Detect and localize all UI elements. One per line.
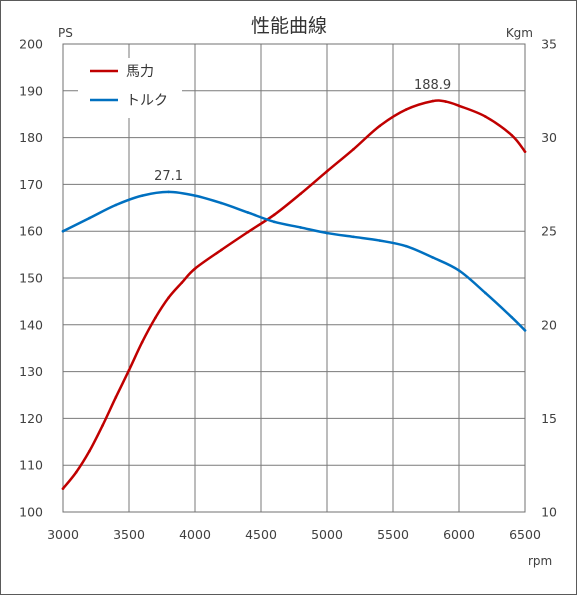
x-tick-label: 6000 [443,527,475,542]
left-tick-label: 180 [19,130,43,145]
left-tick-label: 150 [19,271,43,286]
x-tick-label: 5000 [311,527,343,542]
data-point [457,269,461,272]
left-axis-unit: PS [58,26,73,40]
data-point [220,201,223,205]
legend-background [78,58,182,118]
left-tick-label: 170 [19,177,43,192]
data-point [484,291,487,295]
left-tick-label: 130 [19,364,43,379]
data-point [404,108,408,111]
data-point [101,424,104,427]
data-point [246,211,250,214]
legend-label-torque: トルク [126,93,168,109]
power-curve [61,99,527,490]
data-point [325,231,329,235]
data-point [352,235,355,239]
x-axis-unit: rpm [528,554,552,568]
data-point [114,203,118,207]
data-point [378,239,382,242]
legend: 馬力 トルク [78,58,182,118]
left-tick-labels: 100 110 120 130 140 150 160 170 180 190 200 [19,37,43,520]
data-point [378,124,382,128]
data-point [325,169,329,173]
series-layer [61,99,527,490]
torque-curve [61,190,527,332]
data-point [510,133,514,137]
x-tick-label: 5500 [377,527,409,542]
data-point [484,115,487,118]
data-point [114,396,118,399]
data-point [61,487,65,490]
data-point [88,449,91,453]
data-point [431,99,434,103]
right-tick-label: 20 [541,317,557,332]
data-point [523,329,527,332]
data-point [193,194,197,197]
right-tick-label: 10 [541,505,557,520]
peak-data-label: 27.1 [154,169,183,184]
data-point [299,192,302,196]
data-point [404,244,408,248]
chart-title: 性能曲線 [251,15,327,37]
data-point [88,216,91,220]
right-tick-label: 25 [541,224,557,239]
data-labels: 188.9 27.1 [154,78,451,184]
left-tick-label: 160 [19,224,43,239]
data-point [167,296,170,299]
data-point [444,100,448,103]
left-tick-label: 110 [19,458,43,473]
legend-label-power: 馬力 [126,64,154,80]
right-axis-unit: Kgm [506,26,533,40]
data-point [193,267,197,270]
x-tick-label: 3000 [47,527,79,542]
data-point [523,150,527,153]
left-tick-label: 120 [19,411,43,426]
data-point [272,213,276,217]
data-point [431,256,434,259]
data-point [180,281,184,284]
left-tick-label: 140 [19,317,43,332]
left-tick-label: 100 [19,505,43,520]
data-point [272,220,276,224]
data-point [510,316,514,319]
data-point [140,194,144,197]
data-point [457,104,461,108]
left-tick-label: 190 [19,83,43,98]
data-point [220,248,223,252]
x-tick-label: 4000 [179,527,211,542]
left-tick-label: 200 [19,37,43,52]
data-point [154,316,157,320]
peak-data-label: 188.9 [414,78,451,93]
data-point [246,230,250,234]
x-tick-label: 4500 [245,527,277,542]
x-tick-label: 6500 [509,527,541,542]
data-point [140,340,144,344]
data-point [127,368,131,372]
data-point [167,190,170,194]
plot-border [62,43,526,513]
x-tick-labels: 3000 3500 4000 4500 5000 5500 6000 6500 [47,527,541,542]
right-tick-label: 15 [541,411,557,426]
data-point [352,148,355,151]
data-point [61,229,65,233]
right-tick-labels: 10 15 20 25 30 35 [541,37,557,520]
right-tick-label: 30 [541,130,557,145]
data-point [74,470,78,474]
x-tick-label: 3500 [113,527,145,542]
right-tick-label: 35 [541,37,557,52]
data-point [299,226,302,229]
